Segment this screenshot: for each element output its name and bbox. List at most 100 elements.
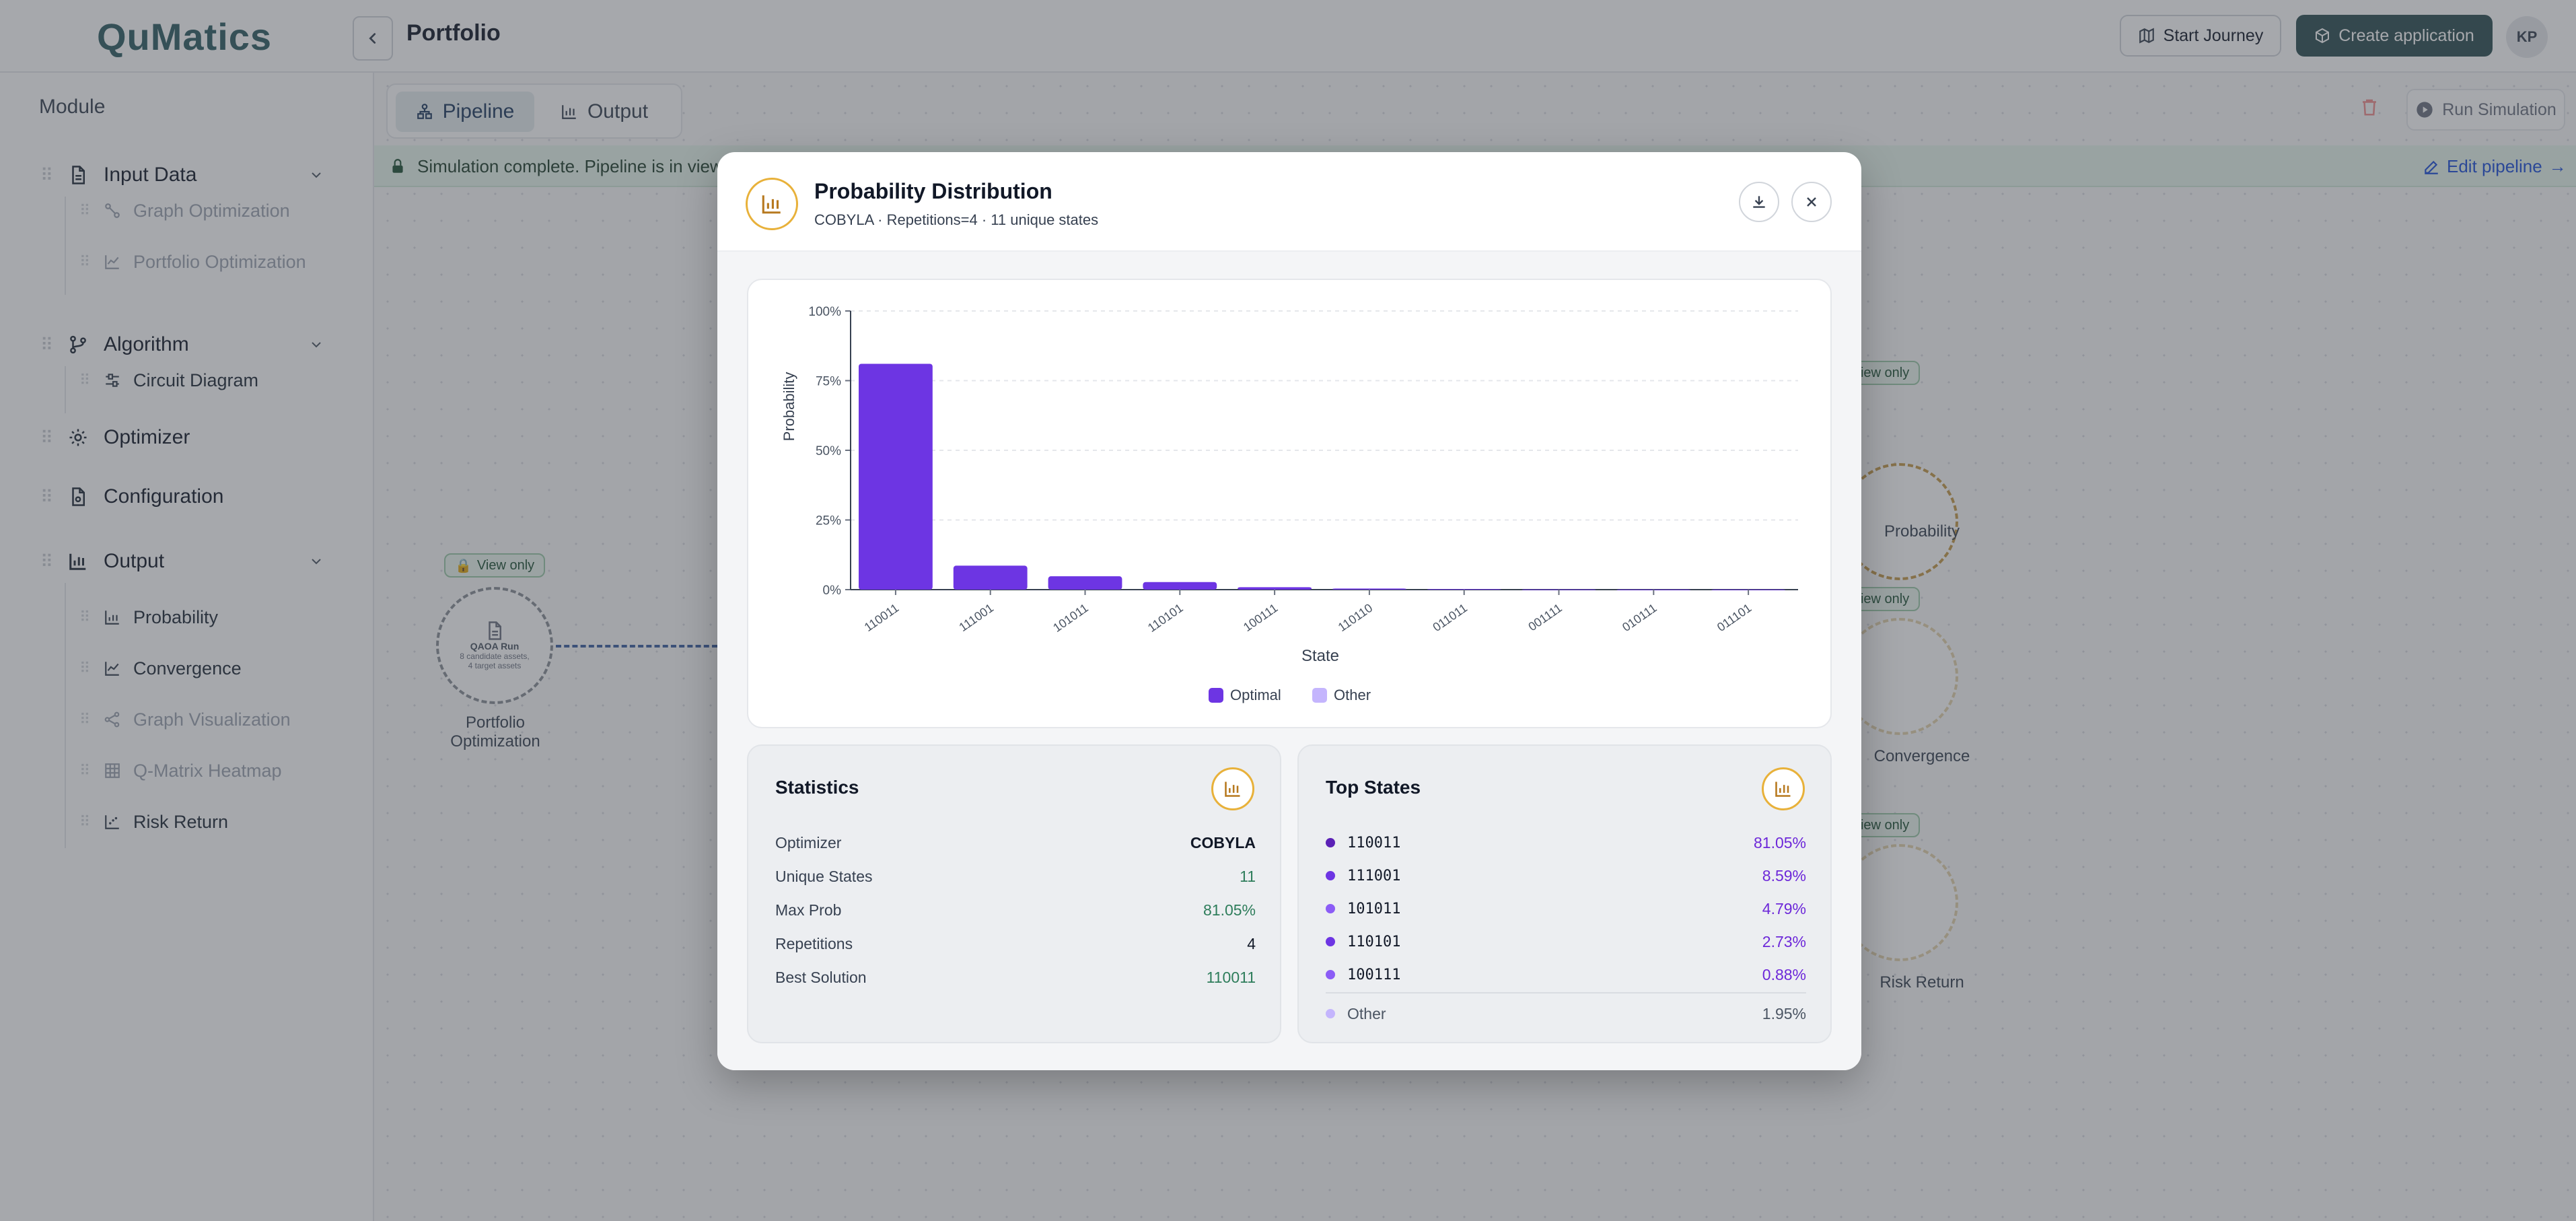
node-title: QAOA Run xyxy=(470,641,520,652)
x-tick-label: 110011 xyxy=(862,601,901,634)
chevron-down-icon[interactable] xyxy=(308,337,324,353)
statistics-card: Statistics Optimizer COBYLA Unique State… xyxy=(747,744,1281,1043)
sidebar-group-input-data[interactable]: ⠿ Input Data xyxy=(40,155,336,195)
sidebar-heading: Module xyxy=(39,96,106,118)
sidebar-item-probability[interactable]: ⠿ Probability xyxy=(79,600,349,634)
edit-icon xyxy=(2425,160,2438,174)
tab-pipeline[interactable]: Pipeline xyxy=(396,92,534,132)
drag-handle-icon[interactable]: ⠿ xyxy=(79,711,91,728)
badge-label: View only xyxy=(1852,591,1910,606)
stat-value: 81.05% xyxy=(1203,901,1256,919)
chevron-down-icon[interactable] xyxy=(308,167,324,183)
y-tick-label: 100% xyxy=(808,305,841,319)
top-state-row: 100111 0.88% xyxy=(1326,961,1806,988)
download-button[interactable] xyxy=(1739,182,1779,222)
bar-chart-icon xyxy=(1762,767,1805,810)
bar xyxy=(859,363,933,590)
sidebar-group-label: Configuration xyxy=(104,485,224,508)
drag-handle-icon[interactable]: ⠿ xyxy=(79,372,91,388)
sidebar-item-q-matrix-heatmap[interactable]: ⠿ Q-Matrix Heatmap xyxy=(79,754,349,788)
drag-handle-icon[interactable]: ⠿ xyxy=(79,202,91,219)
stat-value: 11 xyxy=(1240,867,1256,885)
create-application-button[interactable]: Create application xyxy=(2296,15,2493,57)
drag-handle-icon[interactable]: ⠿ xyxy=(79,762,91,779)
legend-label: Other xyxy=(1334,687,1371,703)
scatter-chart-icon xyxy=(101,810,124,833)
modal-body: 0% 25% 50% 75% 100% 110011 111001 101011 110101 1… xyxy=(717,252,1861,1070)
lock-icon xyxy=(392,159,403,173)
x-tick-label: 111001 xyxy=(957,601,996,634)
pipeline-node-portfolio-optimization[interactable]: QAOA Run 8 candidate assets, 4 target as… xyxy=(436,587,553,704)
view-only-badge: 🔒 View only xyxy=(444,553,546,578)
x-tick-label: 110101 xyxy=(1145,601,1186,635)
file-icon xyxy=(489,621,501,640)
sidebar-item-circuit-diagram[interactable]: ⠿ Circuit Diagram xyxy=(79,363,349,397)
y-axis-title: Probability xyxy=(781,372,797,442)
drag-handle-icon[interactable]: ⠿ xyxy=(40,486,54,507)
other-probability: 1.95% xyxy=(1762,1004,1806,1022)
chevron-left-icon xyxy=(369,33,376,44)
back-button[interactable] xyxy=(353,16,393,61)
run-simulation-label: Run Simulation xyxy=(2442,100,2556,119)
sidebar-group-output[interactable]: ⠿ Output xyxy=(40,541,336,582)
modal-header: Probability Distribution COBYLA · Repeti… xyxy=(717,152,1861,252)
drag-handle-icon[interactable]: ⠿ xyxy=(40,551,54,571)
node-label: Portfolio Optimization xyxy=(450,713,540,751)
modal-title: Probability Distribution xyxy=(814,179,1052,203)
bar xyxy=(1048,576,1122,590)
sidebar-item-label: Graph Visualization xyxy=(133,709,291,730)
sidebar-group-configuration[interactable]: ⠿ Configuration xyxy=(40,477,336,517)
gear-icon xyxy=(65,424,92,451)
drag-handle-icon[interactable]: ⠿ xyxy=(79,608,91,625)
chart-card: 0% 25% 50% 75% 100% 110011 111001 101011 110101 1… xyxy=(747,279,1832,728)
create-application-label: Create application xyxy=(2338,26,2474,45)
sidebar-group-label: Optimizer xyxy=(104,426,190,448)
bar-chart-icon xyxy=(746,178,798,230)
stat-row-optimizer: Optimizer COBYLA xyxy=(775,829,1256,856)
stat-row-unique-states: Unique States 11 xyxy=(775,863,1256,890)
top-states-card: Top States 110011 81.05% 111001 8.59% 10… xyxy=(1297,744,1832,1043)
edit-pipeline-label: Edit pipeline xyxy=(2447,156,2542,176)
stat-value: COBYLA xyxy=(1190,833,1256,851)
badge-label: View only xyxy=(476,557,535,573)
sidebar-item-risk-return[interactable]: ⠿ Risk Return xyxy=(79,805,349,839)
close-button[interactable] xyxy=(1791,182,1832,222)
x-axis-title: State xyxy=(1301,647,1339,665)
sidebar-group-optimizer[interactable]: ⠿ Optimizer xyxy=(40,417,336,458)
delete-button[interactable] xyxy=(2359,97,2380,120)
edit-pipeline-link[interactable]: Edit pipeline → xyxy=(2423,156,2567,177)
pipeline-connector xyxy=(556,645,717,648)
state-probability: 8.59% xyxy=(1762,866,1806,884)
state-bits: 101011 xyxy=(1347,900,1401,917)
top-state-row: 111001 8.59% xyxy=(1326,862,1806,889)
tab-output[interactable]: Output xyxy=(544,92,665,132)
sidebar-group-algorithm[interactable]: ⠿ Algorithm xyxy=(40,324,336,365)
state-bits: 110011 xyxy=(1347,834,1401,851)
start-journey-button[interactable]: Start Journey xyxy=(2120,15,2281,57)
run-simulation-button[interactable]: Run Simulation xyxy=(2406,89,2565,131)
state-probability: 4.79% xyxy=(1762,899,1806,917)
user-avatar[interactable]: KP xyxy=(2506,16,2548,58)
tree-line xyxy=(65,583,66,848)
drag-handle-icon[interactable]: ⠿ xyxy=(79,253,91,270)
statistics-title: Statistics xyxy=(775,777,859,798)
modal-subtitle: COBYLA · Repetitions=4 · 11 unique state… xyxy=(814,211,1099,228)
sidebar-item-convergence[interactable]: ⠿ Convergence xyxy=(79,652,349,685)
chevron-down-icon[interactable] xyxy=(308,553,324,569)
state-dot xyxy=(1326,937,1335,946)
drag-handle-icon[interactable]: ⠿ xyxy=(40,427,54,448)
sidebar-item-portfolio-optimization[interactable]: ⠿ Portfolio Optimization xyxy=(79,245,349,279)
drag-handle-icon[interactable]: ⠿ xyxy=(40,334,54,355)
drag-handle-icon[interactable]: ⠿ xyxy=(40,164,54,185)
tab-output-label: Output xyxy=(587,100,649,123)
drag-handle-icon[interactable]: ⠿ xyxy=(79,660,91,676)
drag-handle-icon[interactable]: ⠿ xyxy=(79,813,91,830)
view-tabs: Pipeline Output xyxy=(386,83,682,139)
divider xyxy=(1326,992,1806,993)
sidebar-item-graph-optimization[interactable]: ⠿ Graph Optimization xyxy=(79,194,349,228)
trend-chart-icon xyxy=(101,250,124,273)
x-tick-label: 101011 xyxy=(1050,601,1091,635)
download-icon xyxy=(1753,196,1765,208)
sidebar-item-graph-visualization[interactable]: ⠿ Graph Visualization xyxy=(79,703,349,736)
package-icon xyxy=(2316,28,2330,44)
